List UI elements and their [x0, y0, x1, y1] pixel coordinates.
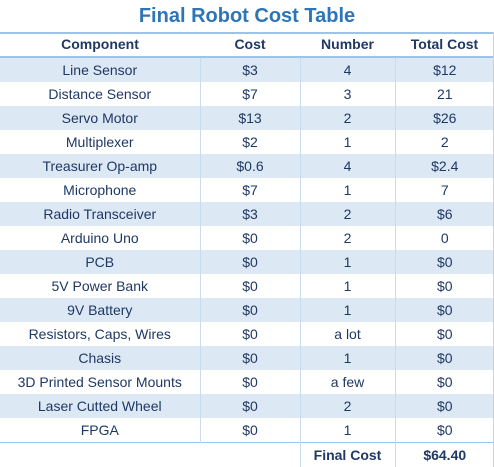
table-row: Line Sensor $3 4 $12	[0, 57, 494, 82]
number-cell: a few	[299, 370, 395, 394]
cost-cell: $0	[199, 346, 300, 370]
component-cell: Chasis	[0, 346, 200, 370]
table-row: Multiplexer $2 1 2	[0, 130, 494, 154]
final-cost-label: Final Cost	[299, 442, 395, 467]
header-total-cost: Total Cost	[395, 32, 494, 58]
table-title: Final Robot Cost Table	[0, 0, 494, 34]
cost-cell: $3	[199, 57, 300, 82]
number-cell: 2	[299, 202, 395, 226]
number-cell: 2	[299, 106, 395, 130]
component-cell: PCB	[0, 250, 200, 274]
component-cell: 9V Battery	[0, 298, 200, 322]
cost-table: Component Cost Number Total Cost Line Se…	[0, 32, 494, 467]
table-row: Treasurer Op-amp $0.6 4 $2.4	[0, 154, 494, 178]
cost-cell: $3	[199, 202, 300, 226]
number-cell: a lot	[299, 322, 395, 346]
total-cost-cell: $0	[394, 418, 494, 443]
number-cell: 3	[299, 82, 395, 106]
number-cell: 1	[299, 130, 395, 154]
final-cost-row: Final Cost $64.40	[0, 442, 494, 467]
cost-cell: $0	[199, 370, 300, 394]
table-row: 9V Battery $0 1 $0	[0, 298, 494, 322]
component-cell: Treasurer Op-amp	[0, 154, 200, 178]
total-cost-cell: $12	[394, 57, 494, 82]
number-cell: 1	[299, 418, 395, 443]
total-cost-cell: 2	[394, 130, 494, 154]
component-cell: Resistors, Caps, Wires	[28, 326, 171, 342]
number-cell: 1	[299, 298, 395, 322]
cost-cell: $0	[199, 298, 300, 322]
cost-cell: $0	[199, 322, 300, 346]
component-cell: Arduino Uno	[60, 230, 139, 246]
total-cost-cell: $0	[394, 394, 494, 418]
component-cell: Microphone	[63, 182, 137, 198]
table-row: Microphone $7 1 7	[0, 178, 494, 202]
number-cell: 4	[299, 154, 395, 178]
number-cell: 1	[299, 346, 395, 370]
cost-cell: $0	[199, 250, 300, 274]
blank-cell	[200, 442, 300, 467]
table-row: Chasis $0 1 $0	[0, 346, 494, 370]
cost-cell: $13	[199, 106, 300, 130]
table-row: 5V Power Bank $0 1 $0	[0, 274, 494, 298]
component-cell: Laser Cutted Wheel	[0, 394, 200, 418]
number-cell: 2	[299, 394, 395, 418]
header-row: Component Cost Number Total Cost	[0, 32, 494, 58]
table-row: Arduino Uno $0 2 0	[0, 226, 494, 250]
total-cost-cell: 7	[394, 178, 494, 202]
table-row: Resistors, Caps, Wires $0 a lot $0	[0, 322, 494, 346]
cost-cell: $7	[199, 82, 300, 106]
table-row: Servo Motor $13 2 $26	[0, 106, 494, 130]
number-cell: 4	[299, 57, 395, 82]
total-cost-cell: 21	[394, 82, 494, 106]
cost-cell: $2	[199, 130, 300, 154]
component-cell: Distance Sensor	[48, 86, 152, 102]
cost-cell: $7	[199, 178, 300, 202]
number-cell: 1	[299, 178, 395, 202]
table-row: 3D Printed Sensor Mounts $0 a few $0	[0, 370, 494, 394]
total-cost-cell: $0	[394, 250, 494, 274]
header-component: Component	[0, 32, 200, 58]
total-cost-cell: $0	[394, 274, 494, 298]
total-cost-cell: $0	[394, 370, 494, 394]
total-cost-cell: $26	[394, 106, 494, 130]
component-cell: FPGA	[80, 422, 119, 438]
table-row: Distance Sensor $7 3 21	[0, 82, 494, 106]
total-cost-cell: $0	[394, 346, 494, 370]
total-cost-cell: 0	[394, 226, 494, 250]
component-cell: Radio Transceiver	[0, 202, 200, 226]
number-cell: 1	[299, 274, 395, 298]
number-cell: 1	[299, 250, 395, 274]
final-cost-value: $64.40	[394, 442, 494, 467]
component-cell: 5V Power Bank	[51, 278, 149, 294]
total-cost-cell: $0	[394, 298, 494, 322]
component-cell: 3D Printed Sensor Mounts	[17, 374, 182, 390]
number-cell: 2	[299, 226, 395, 250]
total-cost-cell: $0	[394, 322, 494, 346]
component-cell: Line Sensor	[0, 57, 200, 82]
header-number: Number	[300, 32, 395, 58]
cost-cell: $0.6	[199, 154, 300, 178]
table-row: Radio Transceiver $3 2 $6	[0, 202, 494, 226]
header-cost: Cost	[200, 32, 300, 58]
table-row: Laser Cutted Wheel $0 2 $0	[0, 394, 494, 418]
table-row: FPGA $0 1 $0	[0, 418, 494, 443]
cost-cell: $0	[199, 394, 300, 418]
total-cost-cell: $6	[394, 202, 494, 226]
component-cell: Multiplexer	[65, 134, 134, 150]
cost-cell: $0	[199, 226, 300, 250]
component-cell: Servo Motor	[0, 106, 200, 130]
cost-cell: $0	[199, 418, 300, 443]
table-row: PCB $0 1 $0	[0, 250, 494, 274]
cost-cell: $0	[199, 274, 300, 298]
blank-cell	[0, 442, 200, 467]
total-cost-cell: $2.4	[394, 154, 494, 178]
